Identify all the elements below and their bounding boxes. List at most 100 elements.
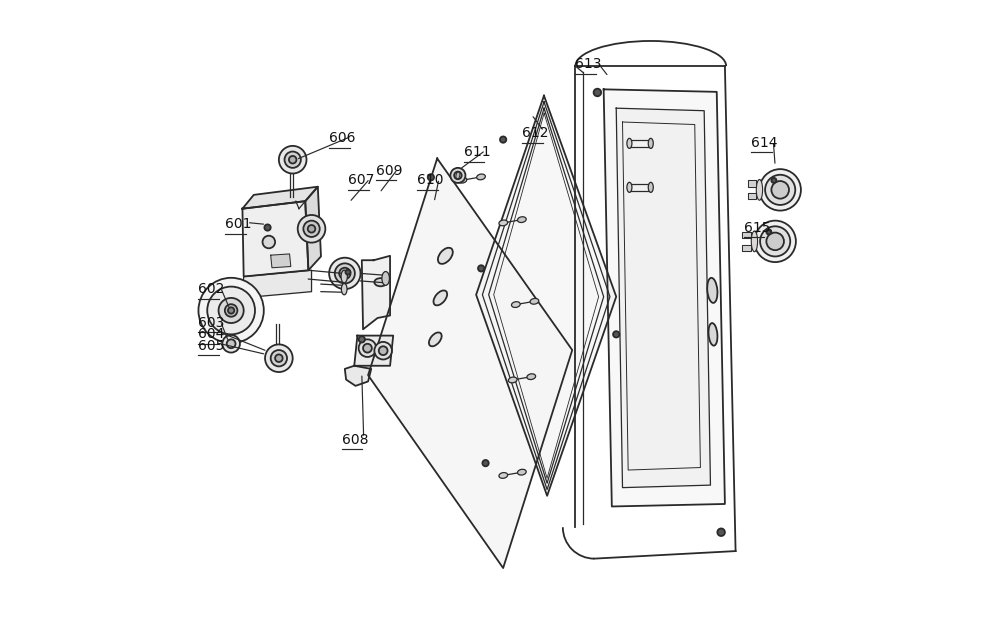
Ellipse shape — [530, 298, 539, 304]
Polygon shape — [742, 232, 751, 239]
Circle shape — [198, 278, 264, 343]
Ellipse shape — [499, 473, 508, 478]
Ellipse shape — [341, 270, 347, 283]
Text: 606: 606 — [329, 131, 356, 145]
Text: 613: 613 — [575, 57, 602, 71]
Polygon shape — [242, 187, 318, 209]
Ellipse shape — [627, 138, 632, 148]
Polygon shape — [368, 158, 572, 568]
Circle shape — [228, 307, 234, 314]
Ellipse shape — [477, 174, 485, 180]
Circle shape — [478, 265, 484, 271]
Text: 610: 610 — [417, 174, 444, 187]
Circle shape — [303, 221, 320, 237]
Circle shape — [759, 169, 801, 211]
Circle shape — [219, 298, 244, 323]
Circle shape — [379, 346, 388, 355]
Ellipse shape — [458, 177, 467, 183]
Ellipse shape — [508, 377, 517, 383]
Polygon shape — [748, 180, 756, 187]
Text: 601: 601 — [225, 218, 251, 232]
Circle shape — [335, 263, 355, 283]
Circle shape — [363, 344, 372, 353]
Ellipse shape — [374, 278, 387, 286]
Ellipse shape — [517, 469, 526, 475]
Ellipse shape — [627, 182, 632, 192]
Circle shape — [613, 331, 619, 338]
Circle shape — [275, 355, 283, 362]
Polygon shape — [604, 90, 725, 507]
Ellipse shape — [438, 248, 453, 264]
Polygon shape — [616, 108, 710, 488]
Text: 607: 607 — [348, 174, 374, 187]
Text: 611: 611 — [464, 145, 490, 159]
Circle shape — [222, 335, 240, 353]
Ellipse shape — [433, 290, 447, 305]
Circle shape — [308, 225, 315, 233]
Circle shape — [428, 174, 434, 180]
Text: 612: 612 — [522, 126, 548, 140]
Ellipse shape — [341, 283, 347, 295]
Circle shape — [374, 342, 392, 360]
Circle shape — [279, 146, 307, 174]
Circle shape — [289, 156, 296, 163]
Circle shape — [263, 236, 275, 248]
Circle shape — [298, 215, 325, 243]
Circle shape — [717, 529, 725, 536]
Polygon shape — [305, 187, 321, 270]
Circle shape — [225, 304, 237, 317]
Ellipse shape — [429, 333, 442, 346]
Circle shape — [766, 233, 784, 250]
Circle shape — [265, 345, 293, 372]
Text: 609: 609 — [376, 164, 402, 178]
Polygon shape — [345, 366, 371, 386]
Ellipse shape — [382, 271, 389, 285]
Text: 603: 603 — [198, 316, 225, 330]
Circle shape — [345, 269, 350, 274]
Circle shape — [766, 230, 771, 235]
Polygon shape — [742, 244, 751, 251]
Circle shape — [271, 350, 287, 367]
Text: 604: 604 — [198, 327, 225, 341]
Circle shape — [771, 181, 789, 199]
Ellipse shape — [499, 220, 508, 226]
Text: 614: 614 — [751, 136, 778, 150]
Ellipse shape — [648, 182, 653, 192]
Polygon shape — [271, 254, 291, 268]
Ellipse shape — [511, 302, 520, 307]
Circle shape — [285, 151, 301, 168]
Circle shape — [482, 460, 489, 466]
Circle shape — [207, 286, 255, 334]
Circle shape — [450, 168, 465, 183]
Circle shape — [264, 225, 271, 231]
Circle shape — [771, 178, 776, 183]
Circle shape — [765, 175, 795, 205]
Ellipse shape — [751, 231, 758, 252]
Circle shape — [359, 336, 365, 343]
Polygon shape — [476, 96, 616, 496]
Circle shape — [339, 268, 350, 279]
Polygon shape — [354, 336, 393, 366]
Ellipse shape — [707, 278, 717, 303]
Circle shape — [454, 172, 462, 179]
Ellipse shape — [527, 374, 536, 380]
Circle shape — [227, 339, 236, 348]
Ellipse shape — [708, 323, 717, 346]
Circle shape — [754, 221, 796, 262]
Text: 615: 615 — [744, 221, 770, 235]
Circle shape — [329, 257, 361, 289]
Polygon shape — [242, 201, 308, 276]
Circle shape — [760, 227, 790, 256]
Text: 602: 602 — [198, 282, 225, 296]
Ellipse shape — [648, 138, 653, 148]
Circle shape — [359, 339, 376, 357]
Polygon shape — [748, 193, 756, 199]
Polygon shape — [362, 256, 390, 329]
Text: 608: 608 — [342, 433, 368, 447]
Ellipse shape — [756, 179, 763, 200]
Circle shape — [594, 89, 601, 97]
Polygon shape — [242, 270, 312, 298]
Ellipse shape — [517, 216, 526, 223]
Circle shape — [500, 136, 506, 143]
Text: 605: 605 — [198, 339, 225, 353]
